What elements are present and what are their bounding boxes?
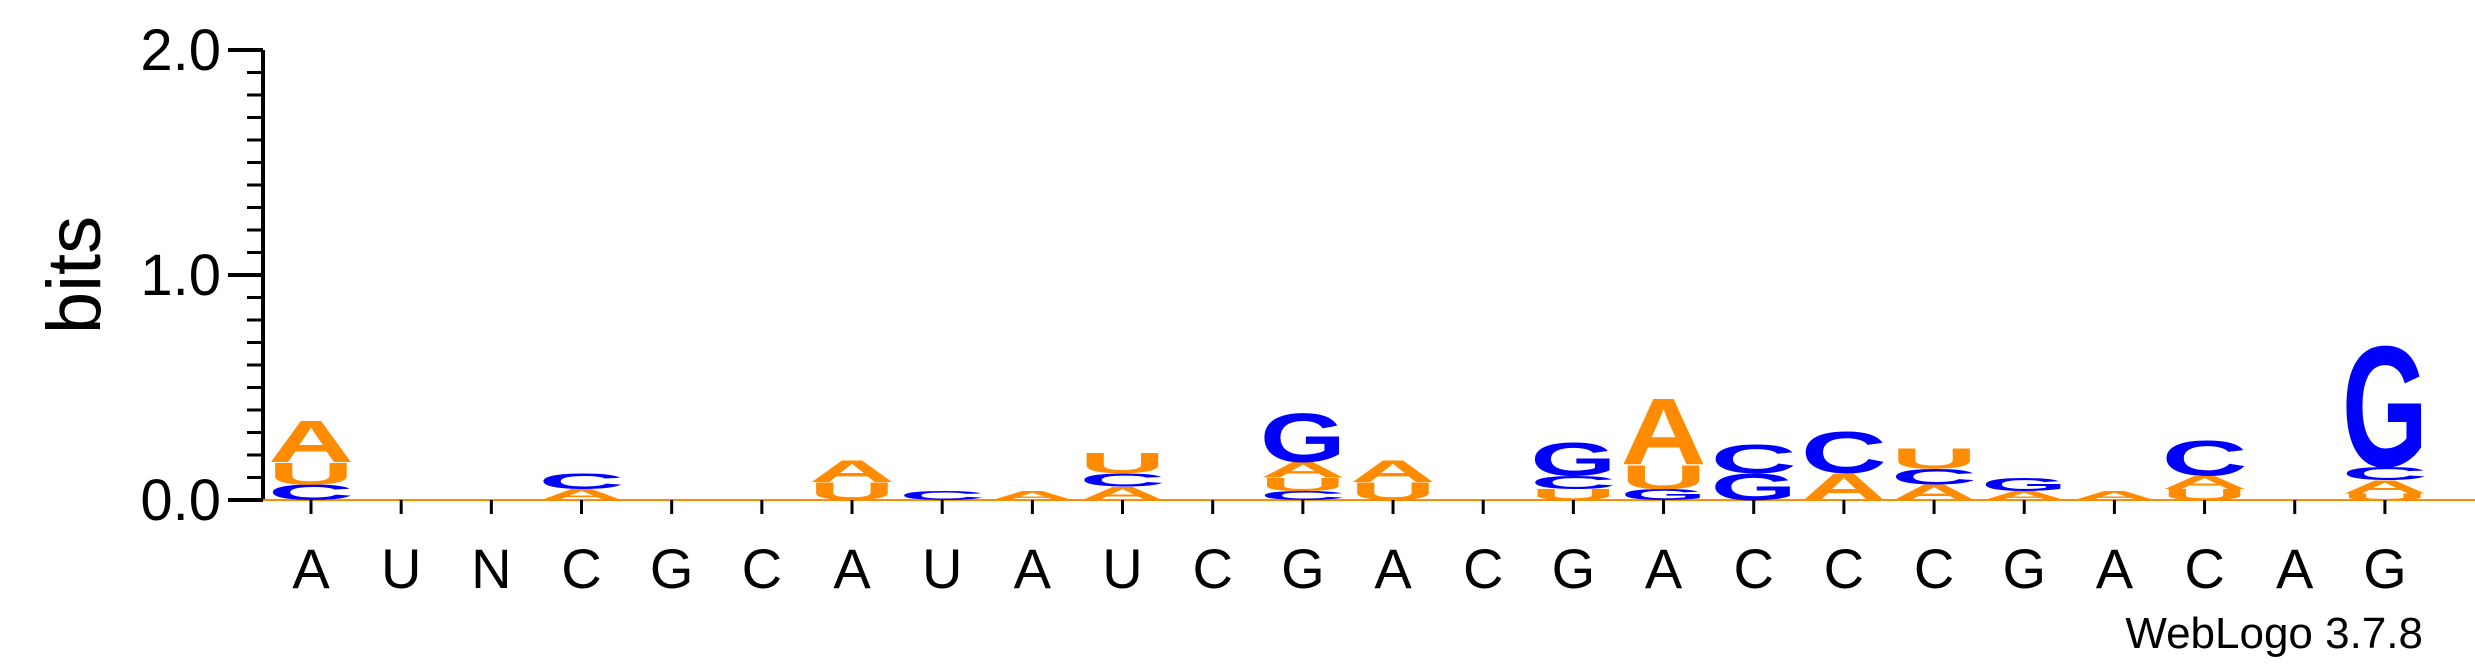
position-label-7: A xyxy=(833,537,871,600)
logo-glyph-A: A xyxy=(268,408,354,475)
y-tick-label-2: 2.0 xyxy=(140,18,221,83)
position-label-21: A xyxy=(2096,537,2134,600)
position-label-9: A xyxy=(1014,537,1052,600)
logo-glyph-U: U xyxy=(1621,457,1707,496)
position-label-16: A xyxy=(1645,537,1683,600)
logo-glyph-C: C xyxy=(1711,437,1797,482)
logo-glyph-A: A xyxy=(2162,472,2248,493)
logo-glyph-U: U xyxy=(1260,474,1346,495)
logo-glyph-U: U xyxy=(1891,443,1977,475)
position-label-12: G xyxy=(1281,537,1325,600)
position-label-6: C xyxy=(742,537,782,600)
logo-glyph-C: C xyxy=(539,469,625,494)
logo-glyph-C: C xyxy=(1530,472,1616,493)
position-label-11: C xyxy=(1192,537,1232,600)
y-axis-title: bits xyxy=(32,216,117,334)
logo-glyph-G: G xyxy=(2342,310,2428,503)
logo-glyph-A: A xyxy=(1350,454,1436,489)
logo-glyph-C: C xyxy=(1801,419,1887,486)
position-label-24: G xyxy=(2363,537,2407,600)
position-label-10: U xyxy=(1102,537,1142,600)
logo-glyph-U: U xyxy=(1530,486,1616,504)
y-tick-label-1: 1.0 xyxy=(140,243,221,308)
position-label-23: A xyxy=(2276,537,2314,600)
position-label-22: C xyxy=(2184,537,2224,600)
logo-glyph-A: A xyxy=(1621,379,1707,485)
position-label-13: A xyxy=(1374,537,1412,600)
y-ticks: 0.0 1.0 2.0 xyxy=(140,18,263,533)
logo-glyph-A: A xyxy=(1080,483,1166,504)
weblogo-credit: WebLogo 3.7.8 xyxy=(2125,609,2423,658)
logo-glyph-G: G xyxy=(1981,474,2067,495)
logo-glyph-U: U xyxy=(268,456,354,491)
logo-glyph-C: C xyxy=(2162,430,2248,487)
logo-glyph-C: C xyxy=(1891,465,1977,490)
position-label-1: A xyxy=(292,537,330,600)
logo-glyph-C: C xyxy=(1080,470,1166,491)
position-label-15: G xyxy=(1552,537,1596,600)
position-label-8: U xyxy=(922,537,962,600)
position-label-18: C xyxy=(1824,537,1864,600)
position-label-5: G xyxy=(650,537,694,600)
logo-glyph-G: G xyxy=(1530,432,1616,485)
position-label-3: N xyxy=(471,537,511,600)
logo-glyph-A: A xyxy=(1981,489,2067,503)
logo-glyph-C: C xyxy=(1260,489,1346,503)
logo-glyph-A: A xyxy=(539,486,625,504)
position-label-20: G xyxy=(2002,537,2046,600)
logo-glyph-A: A xyxy=(989,489,1075,503)
logo-glyph-G: G xyxy=(1260,400,1346,477)
position-label-17: C xyxy=(1733,537,1773,600)
logo-glyph-A: A xyxy=(809,454,895,489)
logo-glyph-A: A xyxy=(1260,458,1346,483)
logo-glyph-C: C xyxy=(2342,463,2428,484)
position-label-19: C xyxy=(1914,537,1954,600)
position-label-14: C xyxy=(1463,537,1503,600)
position-label-2: U xyxy=(381,537,421,600)
logo-glyph-U: U xyxy=(2162,486,2248,504)
logo-glyph-U: U xyxy=(2342,492,2428,502)
position-label-4: C xyxy=(561,537,601,600)
logo-glyph-U: U xyxy=(1080,447,1166,479)
logo-glyph-A: A xyxy=(2071,489,2157,503)
logo-glyph-C: C xyxy=(899,489,985,503)
logo-glyph-A: A xyxy=(2342,476,2428,497)
y-tick-label-0: 0.0 xyxy=(140,468,221,533)
logo-glyph-G: G xyxy=(1621,486,1707,504)
